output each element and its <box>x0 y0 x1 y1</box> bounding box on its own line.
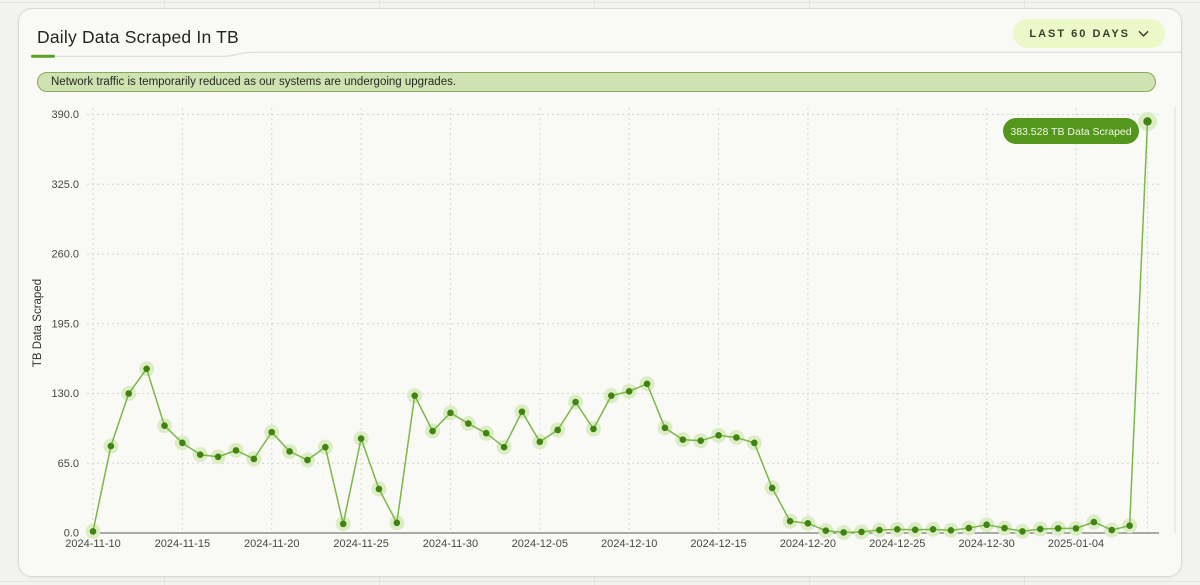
data-point[interactable] <box>554 426 561 434</box>
data-point[interactable] <box>214 453 222 461</box>
data-point[interactable] <box>125 390 133 397</box>
data-point[interactable] <box>858 528 865 536</box>
data-point[interactable] <box>733 434 740 441</box>
data-point[interactable] <box>482 429 490 437</box>
data-point[interactable] <box>304 456 311 464</box>
data-point[interactable] <box>411 392 419 399</box>
data-point[interactable] <box>804 520 812 527</box>
y-tick-label: 195.0 <box>51 318 79 330</box>
data-point[interactable] <box>1072 525 1080 532</box>
y-tick-label: 130.0 <box>51 388 79 400</box>
data-tooltip-label: 383.528 TB Data Scraped <box>1010 126 1131 138</box>
data-point[interactable] <box>322 443 329 451</box>
data-point[interactable] <box>143 365 150 373</box>
data-point[interactable] <box>679 436 687 443</box>
data-point[interactable] <box>339 520 347 528</box>
x-tick-label: 2024-11-15 <box>155 538 210 550</box>
y-tick-label: 260.0 <box>51 249 79 261</box>
x-tick-label: 2025-01-04 <box>1048 538 1104 550</box>
data-point[interactable] <box>1054 525 1062 532</box>
header-separator <box>31 51 1181 58</box>
line-chart: 0.0 65.0 130.0 195.0 260.0 325.0 390.0 2024-11-… <box>32 107 1176 550</box>
data-point[interactable] <box>393 519 401 527</box>
data-point[interactable] <box>196 451 204 458</box>
data-point[interactable] <box>893 526 901 533</box>
range-label: LAST 60 DAYS <box>1029 27 1130 40</box>
data-point[interactable] <box>1090 518 1098 526</box>
data-point[interactable] <box>447 409 454 417</box>
x-tick-label: 2024-12-10 <box>601 538 657 550</box>
y-tick-label: 325.0 <box>51 179 79 191</box>
x-tick-label: 2024-12-20 <box>780 538 836 550</box>
data-point[interactable] <box>1019 528 1026 535</box>
data-point[interactable] <box>947 527 955 534</box>
data-point[interactable] <box>768 484 776 492</box>
data-point[interactable] <box>715 432 722 439</box>
data-point[interactable] <box>268 428 276 436</box>
data-tooltip <box>1003 118 1139 144</box>
x-tick-label: 2024-11-25 <box>333 538 388 550</box>
data-point[interactable] <box>179 439 186 447</box>
data-point[interactable] <box>1036 525 1044 533</box>
data-point[interactable] <box>661 424 669 432</box>
y-tick-label: 390.0 <box>51 109 79 121</box>
data-point[interactable] <box>1143 117 1152 126</box>
data-point[interactable] <box>1126 522 1133 530</box>
data-point[interactable] <box>608 392 615 399</box>
data-point[interactable] <box>876 526 883 534</box>
data-point[interactable] <box>89 528 97 535</box>
data-point[interactable] <box>911 526 919 534</box>
chart-card: Daily Data Scraped In TB LAST 60 DAYS Ne… <box>18 8 1182 577</box>
x-tick-label: 2024-12-05 <box>512 538 568 550</box>
data-point[interactable] <box>572 398 579 406</box>
data-point[interactable] <box>107 442 115 450</box>
x-tick-label: 2024-12-25 <box>869 538 925 550</box>
x-tick-label: 2024-11-10 <box>65 538 120 550</box>
data-point[interactable] <box>1001 524 1008 532</box>
data-point[interactable] <box>840 529 847 536</box>
data-point[interactable] <box>500 443 508 451</box>
data-point[interactable] <box>286 448 293 455</box>
y-tick-label: 65.0 <box>58 458 79 470</box>
range-dropdown-button[interactable]: LAST 60 DAYS <box>1013 19 1165 48</box>
data-point[interactable] <box>232 447 240 454</box>
data-point[interactable] <box>465 420 472 427</box>
notice-text: Network traffic is temporarily reduced a… <box>51 76 457 88</box>
data-point[interactable] <box>983 521 990 529</box>
data-point[interactable] <box>697 437 704 445</box>
data-point[interactable] <box>786 517 794 525</box>
data-point[interactable] <box>929 526 937 533</box>
data-point[interactable] <box>965 524 973 532</box>
data-point[interactable] <box>375 485 383 493</box>
y-axis-title: TB Data Scraped <box>32 279 44 367</box>
chevron-down-icon <box>1138 30 1149 37</box>
y-tick-label: 0.0 <box>64 528 79 540</box>
data-point[interactable] <box>1108 526 1116 534</box>
data-point[interactable] <box>590 425 597 433</box>
data-point[interactable] <box>357 435 365 442</box>
data-point[interactable] <box>250 455 258 463</box>
x-tick-label: 2024-11-30 <box>423 538 478 550</box>
data-line <box>92 121 1149 534</box>
data-point[interactable] <box>429 427 436 435</box>
data-point[interactable] <box>751 439 758 447</box>
data-point[interactable] <box>161 422 168 429</box>
data-point[interactable] <box>643 380 651 388</box>
data-point[interactable] <box>536 438 544 446</box>
notice-banner: Network traffic is temporarily reduced a… <box>37 72 1156 92</box>
data-point[interactable] <box>625 388 633 395</box>
data-point[interactable] <box>518 408 526 416</box>
data-point[interactable] <box>822 527 830 534</box>
x-tick-label: 2024-12-30 <box>959 538 1015 550</box>
x-tick-label: 2024-12-15 <box>690 538 746 550</box>
x-tick-label: 2024-11-20 <box>244 538 299 550</box>
page-title: Daily Data Scraped In TB <box>37 27 239 47</box>
